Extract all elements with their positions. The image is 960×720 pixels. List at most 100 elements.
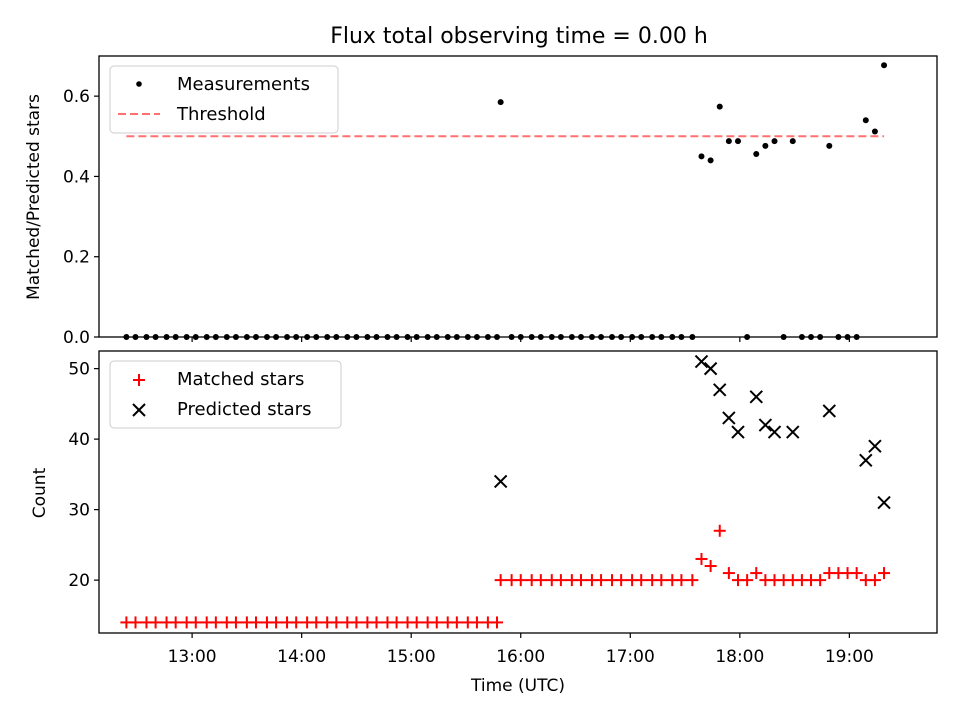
matched-star-point	[169, 616, 182, 629]
matched-star-point	[741, 574, 754, 587]
predicted-star-point	[786, 425, 800, 439]
measurement-point	[881, 62, 888, 69]
matched-star-point	[209, 616, 222, 629]
predicted-star-point	[877, 495, 891, 510]
bottom-y-ticks: 20 30 40 50	[68, 360, 99, 591]
legend-measurements-label: Measurements	[177, 74, 310, 95]
matched-star-point	[695, 552, 708, 565]
measurement-point	[826, 142, 833, 149]
bottom-legend: Matched stars Predicted stars	[109, 360, 342, 429]
legend-measurements-marker	[136, 81, 142, 87]
x-tick-label: 15:00	[387, 647, 436, 667]
predicted-star-point	[822, 404, 836, 418]
measurement-point	[698, 153, 705, 160]
x-tick-label: 18:00	[715, 647, 764, 667]
predicted-star-point	[731, 425, 745, 439]
matched-star-point	[390, 616, 403, 629]
legend-threshold-label: Threshold	[176, 104, 266, 125]
measurement-point	[762, 142, 769, 149]
matched-star-point	[350, 616, 363, 629]
x-tick-label: 13:00	[168, 647, 217, 667]
matched-star-point	[494, 574, 507, 587]
top-panel: Matched/Predicted stars 0.0 0.2 0.4 0.6 Mea…	[24, 55, 938, 348]
matched-star-point	[330, 616, 343, 629]
matched-star-point	[370, 616, 383, 629]
matched-star-point	[450, 616, 463, 629]
matched-star-point	[250, 616, 263, 629]
y-tick-label: 0.2	[63, 248, 90, 268]
predicted-star-point	[767, 425, 782, 439]
measurement-point	[716, 103, 723, 110]
top-plot-frame	[98, 55, 938, 338]
legend-matched-marker	[133, 374, 145, 386]
y-tick-label: 30	[68, 501, 90, 521]
x-tick-label: 17:00	[606, 647, 655, 667]
measurement-point	[725, 138, 732, 145]
matched-star-point	[430, 616, 443, 629]
matched-star-point	[574, 574, 587, 587]
bottom-plot-marks	[120, 354, 891, 629]
matched-star-point	[686, 574, 699, 587]
matched-star-point	[868, 574, 881, 587]
matched-star-point	[189, 616, 202, 629]
predicted-star-point	[694, 354, 709, 369]
matched-star-point	[814, 574, 827, 587]
bottom-plot-frame	[98, 350, 938, 634]
measurement-point	[862, 117, 869, 124]
matched-star-point	[850, 567, 863, 580]
matched-star-point	[129, 616, 142, 629]
predicted-star-point	[493, 474, 508, 489]
top-plot-marks	[123, 62, 888, 340]
matched-star-point	[410, 616, 423, 629]
y-tick-label: 0.0	[63, 328, 90, 348]
legend-matched-label: Matched stars	[177, 369, 304, 390]
x-tick-label: 14:00	[277, 647, 326, 667]
matched-star-point	[491, 616, 504, 629]
measurement-point	[707, 157, 714, 164]
measurement-point	[771, 138, 778, 145]
bottom-panel: Count 20 30 40 50 13:00 14:00 15:00 16:00 17:00…	[30, 350, 938, 667]
top-y-axis-label: Matched/Predicted stars	[24, 94, 44, 300]
matched-star-point	[554, 574, 567, 587]
matched-star-point	[514, 574, 527, 587]
predicted-star-point	[758, 418, 773, 432]
matched-star-point	[655, 574, 668, 587]
matched-star-point	[722, 567, 735, 580]
measurement-point	[497, 99, 504, 106]
predicted-star-point	[703, 361, 718, 376]
predicted-star-point	[713, 383, 727, 397]
matched-star-point	[310, 616, 323, 629]
matched-star-point	[635, 574, 648, 587]
matched-star-point	[595, 574, 608, 587]
matched-star-point	[750, 567, 763, 580]
matched-star-point	[229, 616, 242, 629]
matched-star-point	[470, 616, 483, 629]
y-tick-label: 20	[68, 571, 90, 591]
x-tick-label: 16:00	[496, 647, 545, 667]
bottom-y-axis-label: Count	[30, 467, 50, 518]
measurement-point	[871, 128, 878, 135]
measurement-point	[789, 138, 796, 145]
matched-star-point	[704, 560, 717, 573]
legend-predicted-label: Predicted stars	[177, 399, 311, 420]
matched-star-point	[878, 567, 891, 580]
measurement-point	[753, 150, 760, 157]
predicted-star-point	[859, 453, 873, 467]
matched-star-point	[675, 574, 688, 587]
matched-star-point	[270, 616, 283, 629]
legend-predicted-marker	[132, 403, 146, 417]
y-tick-label: 40	[68, 430, 90, 450]
matched-star-point	[615, 574, 628, 587]
bottom-x-ticks: 13:00 14:00 15:00 16:00 17:00 18:00 19:00	[168, 633, 874, 667]
predicted-star-point	[749, 390, 763, 404]
predicted-star-point	[868, 439, 882, 453]
y-tick-label: 50	[68, 360, 90, 380]
x-axis-label: Time (UTC)	[470, 676, 565, 696]
measurement-point	[734, 138, 741, 145]
matched-star-point	[713, 524, 726, 537]
bottom-legend-box	[109, 360, 342, 429]
predicted-star-point	[722, 411, 736, 425]
x-tick-label: 19:00	[825, 647, 874, 667]
matched-star-point	[534, 574, 547, 587]
